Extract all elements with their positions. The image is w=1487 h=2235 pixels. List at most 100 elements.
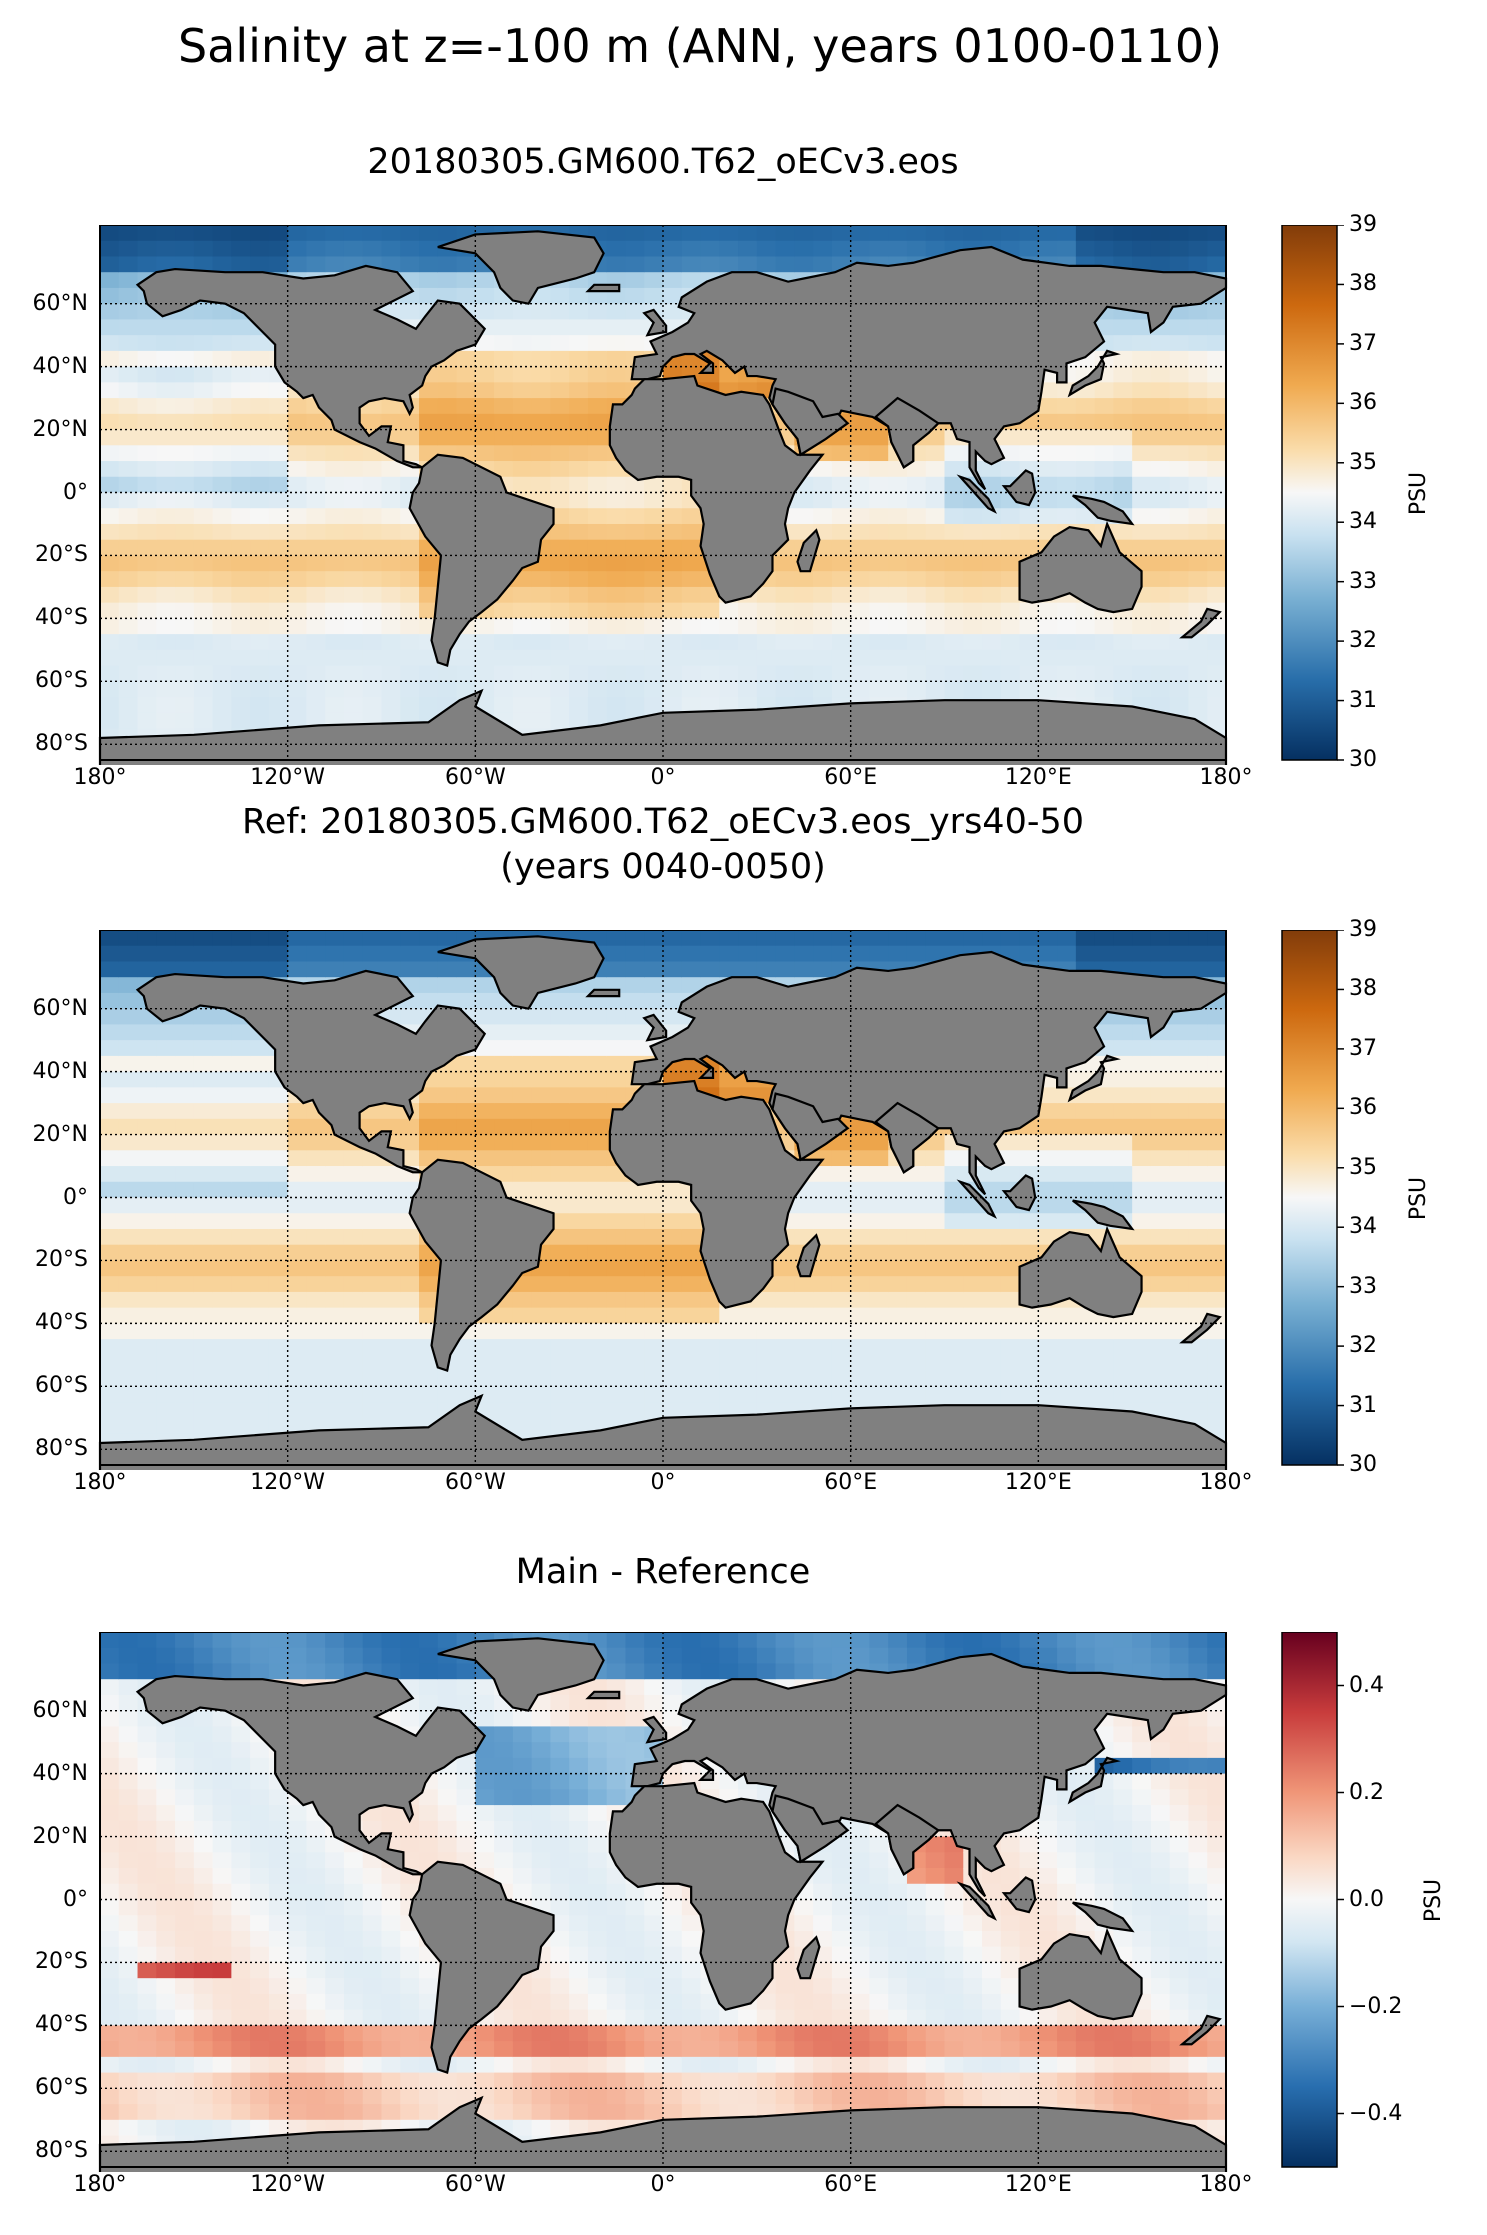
panel-2-title-line-2: (years 0040-0050) [500,847,826,887]
lon-tick-label: 0° [650,765,676,790]
colorbar-tick-label: 35 [1349,449,1377,475]
lat-tick-label: 40°S [35,2012,88,2038]
map-svg [98,225,1344,765]
land-uk [642,308,668,337]
land-eurasia [630,950,1228,1196]
lat-tick-label: 40°N [32,1058,88,1084]
lat-tick-label: 80°S [35,2138,88,2164]
colorbar-tick-label: 39 [1349,917,1377,942]
lat-tick-label: 0° [63,1184,88,1210]
colorbar-tick-label: 0.2 [1349,1779,1384,1805]
colorbar-tick-label: 37 [1349,330,1377,356]
land-australia [1018,520,1143,614]
panel-1-map: 60°N 40°N 20°N 0° 20°S 40°S 60°S 80°S 180° 120°W 6… [0,213,1487,790]
lon-tick-label: 0° [650,2172,676,2197]
land-japan [1067,349,1121,398]
colorbar-tick-label: 31 [1349,1392,1377,1418]
lat-tick-label: 60°S [35,1373,88,1399]
colorbar-tick-label: 30 [1349,747,1377,772]
lat-tick-label: 20°S [35,1949,88,1975]
colorbar-tick-label: 0.0 [1349,1886,1384,1912]
lat-tick-label: 0° [63,1886,88,1912]
land-borneo [1001,469,1037,507]
colorbar-tick-label: 32 [1349,1333,1377,1359]
lon-tick-label: 60°E [824,765,878,790]
map-frame [99,1632,1227,2168]
land-south-america [408,1860,555,2075]
lon-tick-label: 180° [73,765,127,790]
map-frame [99,930,1227,1466]
lat-tick-label: 80°S [35,1436,88,1462]
land-africa [608,1781,825,2011]
panel-3-map: 60°N 40°N 20°N 0° 20°S 40°S 60°S 80°S 180° 120°W 6… [0,1632,1487,2197]
lon-tick-label: 120°E [1004,2172,1072,2197]
land-uk [642,1715,668,1744]
land-iceland [585,283,621,293]
colorbar-tick-label: 34 [1349,509,1377,535]
lon-tick-label: 60°W [444,1470,506,1495]
land-new-zealand [1179,2014,1222,2046]
lat-tick-label: 40°S [35,605,88,631]
panel-2-map: 60°N 40°N 20°N 0° 20°S 40°S 60°S 80°S 180° 120°W 6… [0,918,1487,1495]
land-india [873,1101,940,1174]
colorbar-tick-label: 0.4 [1349,1672,1384,1698]
land-japan [1067,1756,1121,1805]
colorbar-tick-label: 36 [1349,390,1377,416]
land-greenland [437,935,605,1010]
panel-3-title: Main - Reference [515,1552,811,1592]
land-india [873,396,940,469]
lat-tick-label: 20°S [35,1247,88,1273]
lat-tick-label: 60°S [35,2075,88,2101]
land-new-guinea [1072,1901,1135,1933]
lat-tick-label: 20°N [32,1823,88,1849]
lon-tick-label: 120°W [250,765,326,790]
colorbar [1281,225,1338,761]
land-madagascar [796,1233,821,1278]
lat-tick-label: 20°S [35,542,88,568]
land-sumatra [956,474,997,514]
lon-tick-label: 180° [1199,2172,1253,2197]
land-south-america [408,453,555,668]
land-eurasia [630,245,1228,491]
lon-tick-label: 120°E [1004,1470,1072,1495]
land-greenland [437,230,605,305]
land-africa [608,1079,825,1309]
colorbar-tick-label: 32 [1349,628,1377,654]
colorbar [1281,930,1338,1466]
colorbar-tick-label: 34 [1349,1214,1377,1240]
lat-tick-label: 40°N [32,1760,88,1786]
map-frame [99,225,1227,761]
colorbar-tick-label: 38 [1349,271,1377,297]
colorbar-tick-label: 35 [1349,1154,1377,1180]
lon-tick-label: 180° [73,2172,127,2197]
figure-title: Salinity at z=-100 m (ANN, years 0100-01… [177,19,1223,73]
land-australia [1018,1927,1143,2021]
lat-tick-label: 60°N [32,995,88,1021]
colorbar-tick-label: 33 [1349,1273,1377,1299]
panel-1-title: 20180305.GM600.T62_oECv3.eos [367,142,959,182]
land-sumatra [956,1179,997,1219]
colorbar-tick-label: 36 [1349,1095,1377,1121]
lat-tick-label: 20°N [32,1121,88,1147]
land-new-guinea [1072,1199,1135,1231]
lon-tick-label: 60°E [824,1470,878,1495]
land-india [873,1803,940,1876]
colorbar-tick-label: 38 [1349,976,1377,1002]
land-new-zealand [1179,1312,1222,1344]
colorbar-tick-label: 37 [1349,1035,1377,1061]
land-eurasia [630,1652,1228,1898]
land-africa [608,374,825,604]
lat-tick-label: 60°N [32,290,88,316]
land-borneo [1001,1174,1037,1212]
map-svg [98,1632,1344,2172]
lat-tick-label: 20°N [32,416,88,442]
land-greenland [437,1637,605,1712]
colorbar-unit-label: PSU [1406,471,1432,515]
panel-2-title-line-1: Ref: 20180305.GM600.T62_oECv3.eos_yrs40-… [242,802,1084,842]
land-new-zealand [1179,607,1222,639]
land-uk [642,1013,668,1042]
colorbar-unit-label: PSU [1421,1878,1447,1922]
land-madagascar [796,528,821,573]
lon-tick-label: 60°E [824,2172,878,2197]
lon-tick-label: 180° [1199,1470,1253,1495]
